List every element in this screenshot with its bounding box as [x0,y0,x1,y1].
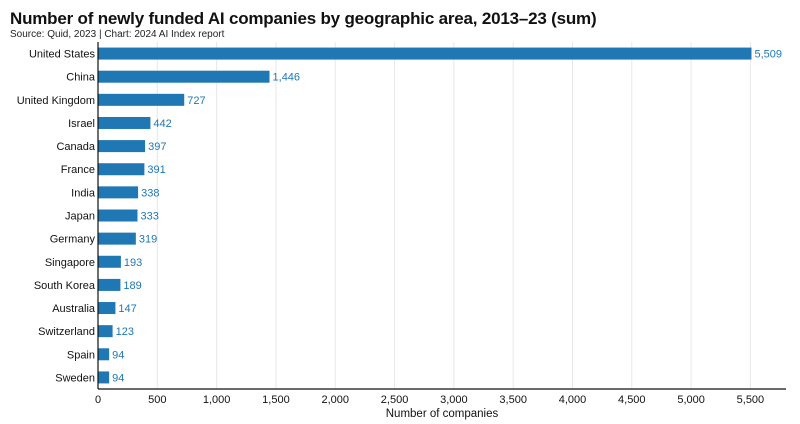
bar [98,325,113,338]
x-tick-label: 4,000 [559,394,587,406]
category-label: India [71,187,96,199]
bar [98,140,146,153]
x-tick-label: 0 [95,394,101,406]
bar [98,209,138,222]
value-label: 94 [112,349,124,361]
category-label: Canada [56,141,95,153]
value-labels: 5,509 1,446 727 442 397 391 338 333 319 193 189 147… [112,49,782,385]
bar [98,302,116,315]
x-tick-label: 5,000 [677,394,705,406]
x-tick-label: 3,500 [499,394,527,406]
value-label: 193 [124,257,142,269]
x-tick-labels: 0 500 1,000 1,500 2,000 2,500 3,000 3,500 4,000 4… [95,394,764,406]
bar [98,70,270,83]
value-label: 319 [139,234,157,246]
value-label: 391 [147,164,165,176]
x-tick-label: 4,500 [618,394,646,406]
gridlines [156,42,751,389]
category-label: Israel [68,118,95,130]
value-label: 333 [141,211,159,223]
bar [98,116,151,129]
x-axis-title: Number of companies [386,408,499,420]
category-label: Australia [52,303,96,315]
category-label: France [61,164,95,176]
bar [98,186,139,199]
category-labels: United States China United Kingdom Israel Ca… [17,49,96,385]
category-label: United Kingdom [17,95,95,107]
value-label: 94 [112,372,124,384]
x-tick-label: 5,500 [737,394,765,406]
bar [98,232,136,245]
value-label: 727 [187,95,205,107]
x-tick-label: 2,500 [381,394,409,406]
bar [98,93,185,106]
category-label: South Korea [34,280,96,292]
bar [98,348,110,361]
category-label: Switzerland [38,326,95,338]
value-label: 442 [153,118,171,130]
value-label: 338 [141,187,159,199]
category-label: Germany [50,234,96,246]
bar [98,278,121,291]
value-label: 123 [116,326,134,338]
bar [98,163,145,176]
chart-title: Number of newly funded AI companies by g… [10,9,597,28]
x-tick-label: 1,500 [262,394,290,406]
value-label: 397 [148,141,166,153]
category-label: Japan [65,211,95,223]
value-label: 5,509 [754,49,782,61]
category-label: United States [29,49,96,61]
x-tick-label: 3,000 [440,394,468,406]
x-tick-label: 2,000 [321,394,349,406]
category-label: Sweden [55,372,95,384]
x-tick-label: 500 [148,394,166,406]
bar [98,371,110,384]
value-label: 147 [118,303,136,315]
value-label: 189 [123,280,141,292]
bar [98,47,752,60]
category-label: Singapore [45,257,95,269]
category-label: Spain [67,349,95,361]
bar [98,255,121,268]
x-tick-label: 1,000 [203,394,231,406]
value-label: 1,446 [273,72,301,84]
bars [98,47,752,384]
chart-subtitle: Source: Quid, 2023 | Chart: 2024 AI Inde… [10,29,225,40]
category-label: China [66,72,96,84]
